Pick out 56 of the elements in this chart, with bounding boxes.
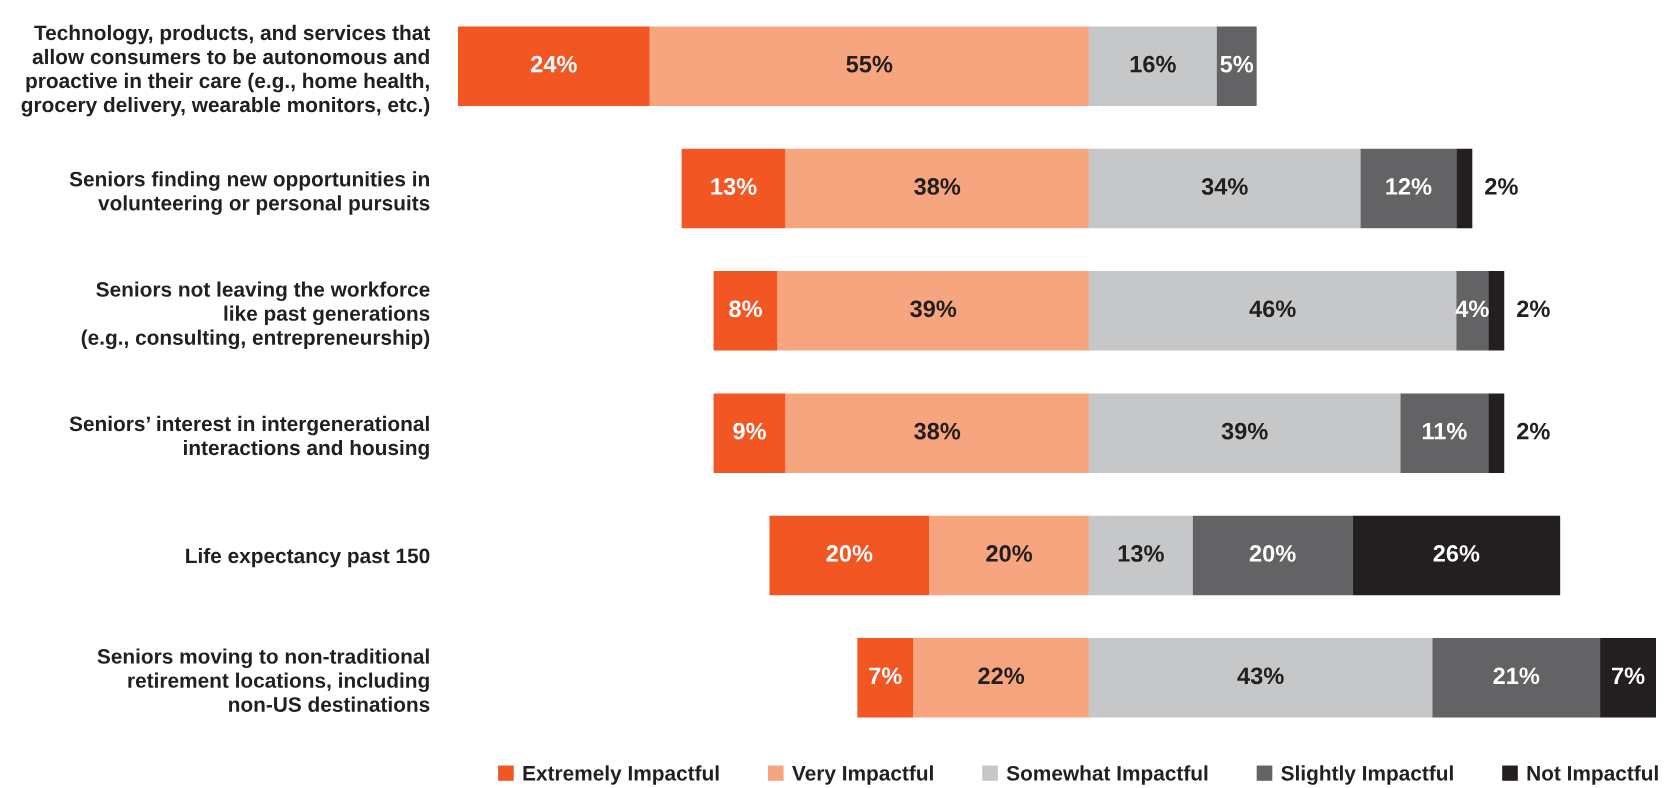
y-tick-label: Seniors’ interest in intergenerational interactions and housing [69,415,429,460]
data-label: 20% [986,545,1033,562]
y-tick-label: Seniors finding new opportunities in volunteering or personal pursuits [69,171,430,215]
data-label: 38% [914,422,961,440]
data-label: 9% [733,422,766,440]
legend-label: Somewhat Impactful [1006,765,1208,785]
bar [1456,148,1473,229]
data-label: 8% [729,300,762,318]
legend-label: Slightly Impactful [1281,765,1453,785]
bar [681,148,786,229]
bar [1400,393,1489,473]
data-label: 13% [1118,545,1164,562]
data-label: 13% [711,178,757,195]
data-label: 16% [1130,55,1176,73]
bar [1488,393,1505,473]
bar [1600,638,1656,718]
data-label: 20% [826,545,873,562]
data-label: 43% [1237,667,1284,685]
data-label: 2% [1485,178,1518,195]
data-label: 39% [1221,422,1268,440]
data-label: 34% [1201,178,1248,195]
bar [713,271,778,351]
bar [1360,148,1457,229]
y-tick-label: Seniors not leaving the workforce like past generations (e.g., consulting, entrepreneurship) [81,281,430,350]
data-label: 5% [1220,55,1254,73]
y-tick-label: Seniors moving to non-traditional retirement locations, including non-US destinations [97,648,430,712]
bar [713,393,786,473]
data-label: 7% [869,667,902,685]
data-label: 11% [1422,422,1467,440]
data-label: 46% [1249,300,1296,318]
data-label: 7% [1612,667,1645,685]
y-tick-label: Life expectancy past 150 [186,547,430,568]
data-label: 2% [1517,422,1550,440]
data-label: 39% [910,300,957,318]
data-label: 38% [914,178,961,195]
legend-label: Very Impactful [792,765,933,785]
data-label: 55% [846,55,893,73]
data-label: 20% [1249,545,1296,562]
bar [1432,638,1601,718]
bar [1088,26,1217,106]
bar [1192,515,1353,596]
data-label: 24% [531,55,577,73]
bar [1488,271,1505,351]
bar [458,26,650,106]
bar [769,515,930,596]
data-label: 22% [978,667,1025,685]
data-label: 21% [1493,667,1540,685]
legend-label: Extremely Impactful [523,765,719,785]
bar [1216,26,1257,106]
legend-label: Not Impactful [1527,765,1658,785]
data-label: 2% [1517,300,1550,318]
bar [1352,515,1561,596]
bar [857,638,914,718]
data-label: 26% [1433,545,1480,562]
data-label: 12% [1386,178,1432,195]
y-tick-label: Technology, products, and services that allow consumers to be autonomous and proactive in their care (e.g., home health, grocery delivery, wearable monitors, etc.) [21,24,430,117]
